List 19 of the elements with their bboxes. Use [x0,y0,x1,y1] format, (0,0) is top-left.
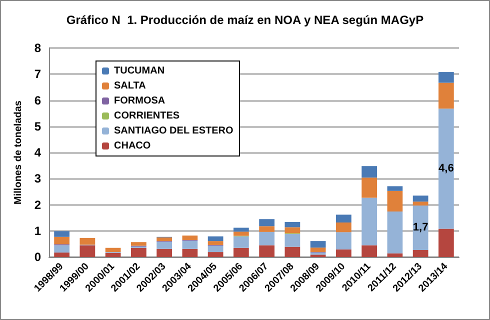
y-tick-label: 3 [34,172,42,186]
data-label: 4,6 [438,162,454,175]
chart-title: Gráfico N 1. Producción de maíz en NOA y NEA según MAGyP [66,13,424,27]
legend-label: CORRIENTES [114,110,180,122]
legend-label: SANTIAGO DEL ESTERO [114,126,234,136]
y-tick-label: 7 [34,67,42,82]
y-tick-label: 8 [34,41,42,55]
legend-label: TUCUMAN [114,66,165,76]
legend-label: SALTA [114,80,146,92]
y-tick-label: 2 [34,198,42,212]
y-tick-label: 6 [34,93,42,108]
y-tick-label: 0 [34,250,42,264]
y-tick-label: 5 [34,119,42,134]
y-axis-title: Millones de toneladas [12,100,24,204]
y-tick-label: 1 [34,224,42,238]
data-label: 1,7 [412,222,428,234]
legend-label: CHACO [114,140,151,152]
y-tick-label: 4 [34,146,42,160]
legend-label: FORMOSA [114,96,166,106]
